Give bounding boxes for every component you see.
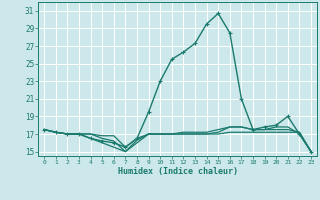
X-axis label: Humidex (Indice chaleur): Humidex (Indice chaleur) — [118, 167, 238, 176]
